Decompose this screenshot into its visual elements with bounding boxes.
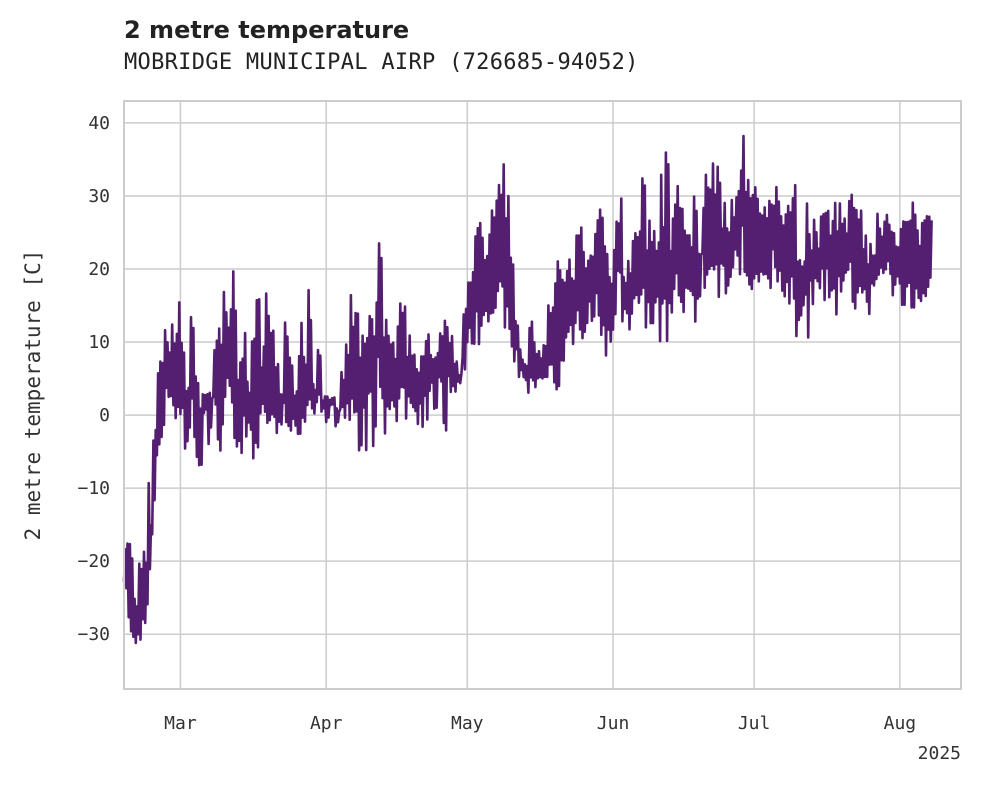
x-tick-label: Jun — [597, 713, 630, 734]
y-tick-label: 10 — [88, 332, 110, 353]
y-tick-label: 40 — [88, 113, 110, 134]
series-line — [122, 134, 933, 645]
y-tick-label: −20 — [77, 551, 110, 572]
y-tick-label: 0 — [99, 405, 110, 426]
x-year-label: 2025 — [918, 743, 961, 764]
chart-subtitle: MOBRIDGE MUNICIPAL AIRP (726685-94052) — [124, 50, 639, 75]
x-tick-label: Apr — [310, 713, 343, 734]
x-tick-label: Jul — [738, 713, 771, 734]
y-tick-label: 30 — [88, 186, 110, 207]
y-tick-label: −30 — [77, 624, 110, 645]
y-tick-labels: −30 −20 −10 0 10 20 30 40 — [77, 113, 110, 645]
chart-title: 2 metre temperature — [124, 16, 410, 44]
x-tick-labels: Mar Apr May Jun Jul Aug — [164, 713, 916, 734]
temperature-line — [122, 134, 933, 645]
plot-frame — [123, 100, 962, 690]
y-axis-label: 2 metre temperature [C] — [21, 250, 45, 541]
x-tick-label: May — [451, 713, 484, 734]
y-tick-label: −10 — [77, 478, 110, 499]
x-tick-label: Mar — [164, 713, 197, 734]
x-tick-label: Aug — [884, 713, 917, 734]
y-tick-label: 20 — [88, 259, 110, 280]
